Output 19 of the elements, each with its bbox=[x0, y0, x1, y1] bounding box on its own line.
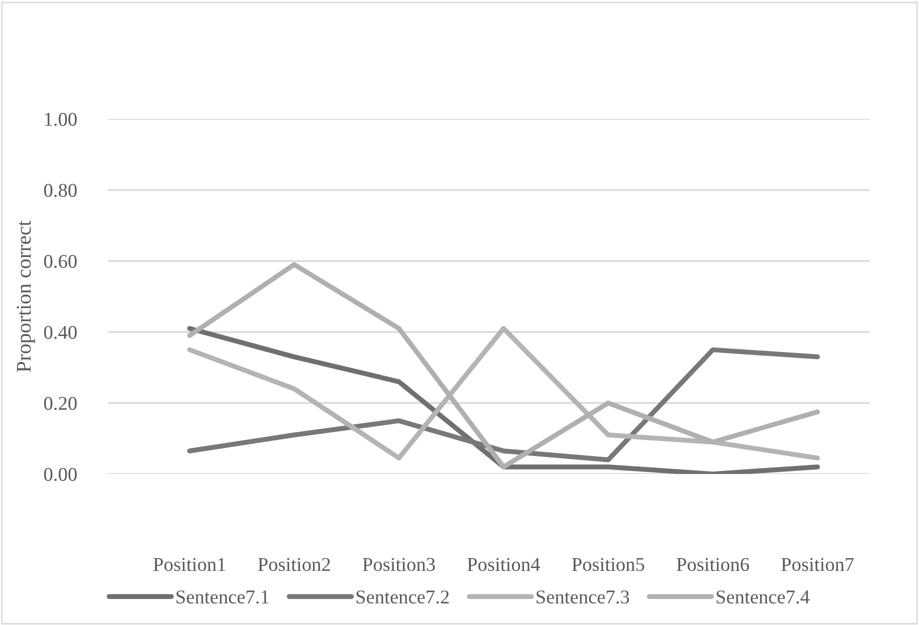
y-tick-label: 0.20 bbox=[44, 396, 77, 410]
y-tick-label: 0.40 bbox=[44, 326, 77, 340]
line-series bbox=[187, 262, 820, 470]
y-tick-label: 0.00 bbox=[44, 468, 77, 482]
x-tick-label: Position4 bbox=[467, 558, 540, 572]
x-tick-label: Position7 bbox=[781, 558, 854, 572]
legend-label: Sentence7.3 bbox=[536, 590, 630, 604]
y-tick-label: 1.00 bbox=[45, 112, 77, 126]
x-tick-label: Position2 bbox=[258, 558, 330, 572]
x-tick-label: Position5 bbox=[572, 558, 644, 572]
legend-label: Sentence7.4 bbox=[716, 590, 810, 604]
x-tick-label: Position1 bbox=[153, 558, 226, 572]
legend-label: Sentence7.2 bbox=[356, 590, 449, 604]
y-tick-label: 0.60 bbox=[44, 254, 77, 268]
y-tick-label: 0.80 bbox=[44, 184, 77, 198]
y-axis-title: Proportion correct bbox=[16, 220, 36, 372]
x-tick-label: Position6 bbox=[676, 558, 750, 572]
legend-label: Sentence7.1 bbox=[176, 590, 269, 604]
x-tick-label: Position3 bbox=[362, 558, 435, 572]
